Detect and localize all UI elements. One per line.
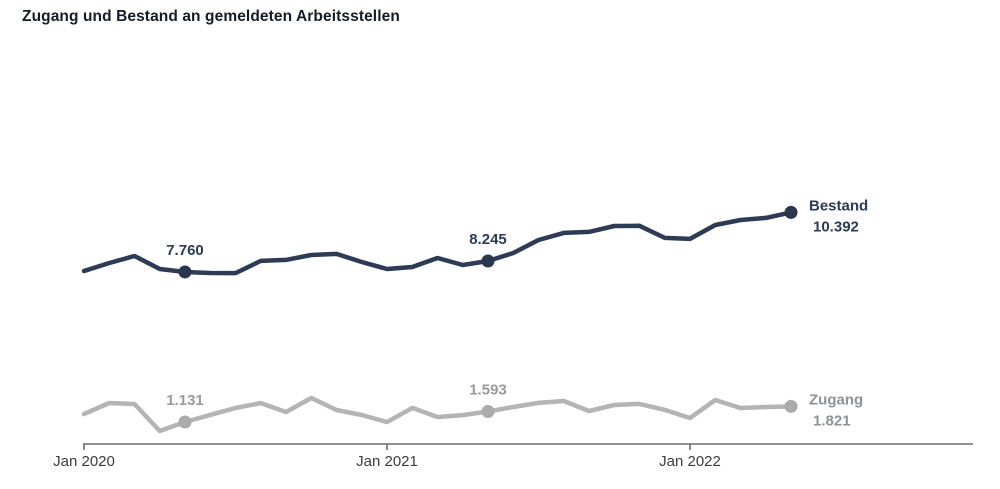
bestand-end-dot (784, 205, 798, 219)
zugang-value-label: 1.593 (469, 382, 507, 399)
x-axis-tick-label: Jan 2022 (659, 453, 721, 470)
zugang-value-label: 1.131 (166, 392, 204, 409)
bestand-marker-dot (481, 254, 495, 268)
zugang-end-label-value: 1.821 (813, 412, 851, 429)
bestand-end-label-value: 10.392 (813, 218, 859, 235)
bestand-line (81, 210, 794, 276)
bestand-end-label-name: Bestand (809, 197, 868, 214)
x-axis-tick-label: Jan 2021 (356, 453, 418, 470)
zugang-marker-dot (481, 405, 495, 419)
x-axis-tick-label: Jan 2020 (53, 453, 115, 470)
bestand-marker-dot (178, 265, 192, 279)
zugang-line (81, 395, 794, 434)
bestand-value-label: 8.245 (469, 231, 507, 248)
zugang-end-dot (784, 399, 798, 413)
chart-title: Zugang und Bestand an gemeldeten Arbeits… (22, 8, 400, 25)
bestand-value-label: 7.760 (166, 242, 204, 259)
zugang-end-label-name: Zugang (809, 391, 863, 408)
zugang-marker-dot (178, 415, 192, 429)
